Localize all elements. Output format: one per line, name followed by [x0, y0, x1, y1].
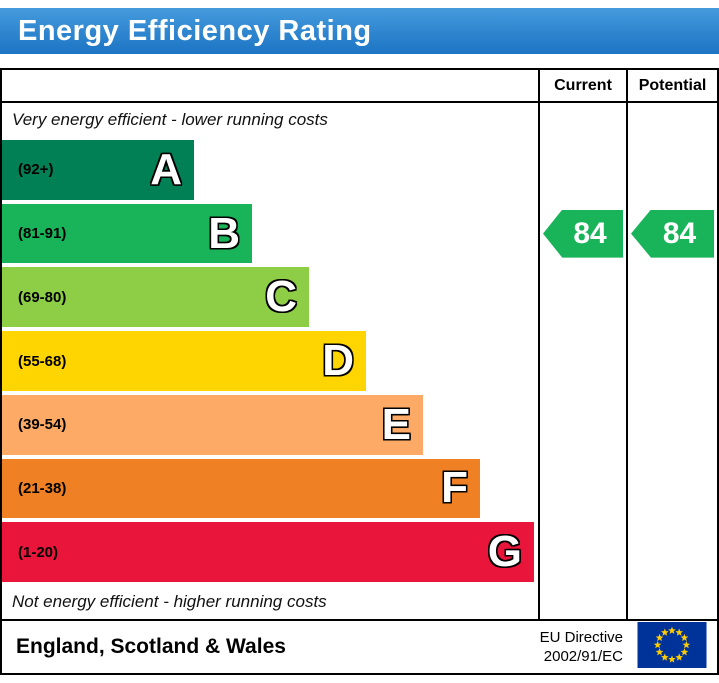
- rating-band-a: (92+) A: [2, 140, 538, 200]
- bottom-note: Not energy efficient - higher running co…: [12, 592, 327, 611]
- band-bar-b: (81-91) B: [2, 203, 252, 264]
- bands-area: Very energy efficient - lower running co…: [2, 103, 538, 619]
- chart-body: Very energy efficient - lower running co…: [2, 103, 717, 619]
- band-letter: E: [381, 399, 411, 449]
- band-bar-c: (69-80) C: [2, 267, 309, 328]
- eu-directive-line2: 2002/91/EC: [543, 648, 623, 665]
- band-letter: B: [208, 208, 240, 258]
- rating-band-c: (69-80) C: [2, 267, 538, 328]
- rating-bands: (92+) A (81-91) B (69-80) C (55-68) D (39-54) E (2…: [2, 137, 538, 585]
- eu-flag-icon: [637, 621, 707, 673]
- potential-rating-arrow: 84: [631, 209, 714, 258]
- band-letter: G: [487, 527, 522, 577]
- band-range-label: (21-38): [18, 479, 67, 497]
- current-rating-arrow: 84: [543, 209, 623, 258]
- band-bar-e: (39-54) E: [2, 394, 423, 455]
- chart-footer: England, Scotland & Wales EU Directive 2…: [0, 621, 719, 675]
- band-bar-g: (1-20) G: [2, 522, 534, 583]
- rating-band-e: (39-54) E: [2, 394, 538, 455]
- top-note: Very energy efficient - lower running co…: [12, 110, 328, 129]
- band-range-label: (81-91): [18, 225, 67, 243]
- band-letter: C: [265, 272, 297, 322]
- eu-directive-label: EU Directive 2002/91/EC: [540, 628, 623, 667]
- band-bar-a: (92+) A: [2, 140, 194, 200]
- potential-rating-arrow-value: 84: [662, 216, 697, 250]
- title-bar: Energy Efficiency Rating: [0, 8, 719, 54]
- band-letter: A: [150, 144, 182, 194]
- band-range-label: (1-20): [18, 543, 59, 561]
- epc-rating-chart: Current Potential Very energy efficient …: [0, 68, 719, 621]
- rating-band-g: (1-20) G: [2, 522, 538, 583]
- band-letter: F: [441, 463, 468, 513]
- region-label: England, Scotland & Wales: [16, 635, 286, 658]
- page-title: Energy Efficiency Rating: [18, 14, 372, 47]
- band-letter: D: [322, 336, 354, 386]
- band-bar-d: (55-68) D: [2, 331, 366, 391]
- band-range-label: (69-80): [18, 288, 67, 306]
- chart-header-row: Current Potential: [2, 70, 717, 103]
- band-bar-f: (21-38) F: [2, 458, 480, 519]
- eu-directive-line1: EU Directive: [539, 628, 623, 646]
- band-range-label: (39-54): [18, 416, 67, 434]
- column-header-current: Current: [538, 70, 626, 101]
- rating-band-d: (55-68) D: [2, 331, 538, 391]
- rating-band-f: (21-38) F: [2, 458, 538, 519]
- column-header-spacer: [2, 70, 538, 101]
- rating-band-b: (81-91) B: [2, 203, 538, 264]
- potential-column: 84: [626, 103, 717, 619]
- current-column: 84: [538, 103, 626, 619]
- column-header-potential: Potential: [626, 70, 717, 101]
- band-range-label: (92+): [18, 161, 54, 179]
- current-rating-arrow-value: 84: [573, 216, 607, 250]
- band-range-label: (55-68): [18, 352, 67, 370]
